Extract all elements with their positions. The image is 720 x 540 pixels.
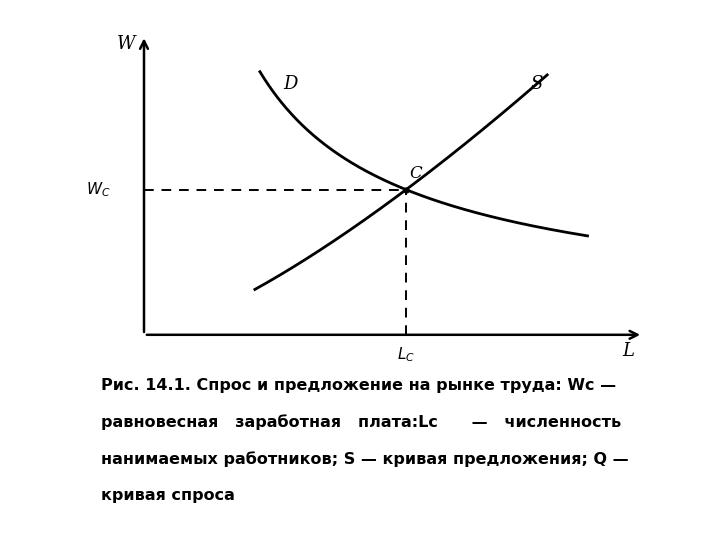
Text: L: L: [622, 342, 634, 360]
Text: $W_C$: $W_C$: [86, 180, 111, 199]
Text: C: C: [410, 165, 423, 181]
Text: S: S: [531, 75, 544, 93]
Text: нанимаемых работников; S — кривая предложения; Q —: нанимаемых работников; S — кривая предло…: [101, 451, 629, 467]
Text: W: W: [117, 36, 135, 53]
Text: Рис. 14.1. Спрос и предложение на рынке труда: Wc —: Рис. 14.1. Спрос и предложение на рынке …: [101, 378, 616, 393]
Text: кривая спроса: кривая спроса: [101, 488, 235, 503]
Text: равновесная   заработная   плата:Lc      —   численность: равновесная заработная плата:Lc — числен…: [101, 415, 621, 430]
Text: $L_C$: $L_C$: [397, 345, 415, 364]
Text: D: D: [283, 75, 297, 93]
